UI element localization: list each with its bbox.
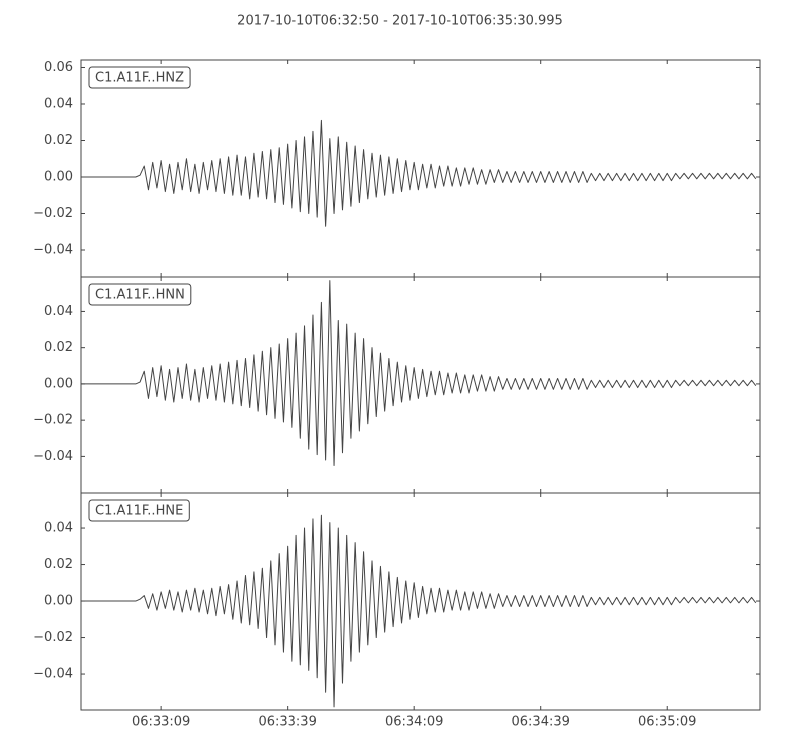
y-tick-label: 0.04 [44,304,73,319]
legend-box [88,499,190,522]
y-tick-label: 0.02 [44,557,73,572]
y-tick-label: −0.02 [33,413,73,428]
y-tick-label: −0.04 [33,449,73,464]
x-tick-label: 06:34:09 [385,715,443,730]
chart-title: 2017-10-10T06:32:50 - 2017-10-10T06:35:3… [237,14,563,29]
trace-line [81,514,757,708]
y-tick-label: 0.06 [44,60,73,75]
y-tick-label: −0.04 [33,242,73,257]
trace-line [81,280,757,466]
y-tick-label: 0.00 [44,594,73,609]
y-tick-label: −0.02 [33,206,73,221]
legend-box [88,283,192,306]
legend-label: C1.A11F..HNE [95,504,183,519]
plot-frame [80,492,761,711]
y-tick-label: 0.02 [44,340,73,355]
legend-box [88,66,191,89]
y-tick-label: 0.02 [44,133,73,148]
x-tick-label: 06:35:09 [638,715,696,730]
plot-frame [80,59,761,278]
legend-label: C1.A11F..HNZ [95,71,184,86]
y-tick-label: 0.04 [44,96,73,111]
y-tick-label: 0.00 [44,376,73,391]
trace-line [81,119,757,227]
x-tick-label: 06:33:39 [258,715,316,730]
y-tick-label: 0.00 [44,169,73,184]
y-tick-label: −0.02 [33,630,73,645]
y-tick-label: 0.04 [44,521,73,536]
legend-label: C1.A11F..HNN [95,288,185,303]
x-tick-label: 06:34:39 [512,715,570,730]
x-tick-label: 06:33:09 [132,715,190,730]
y-tick-label: −0.04 [33,667,73,682]
